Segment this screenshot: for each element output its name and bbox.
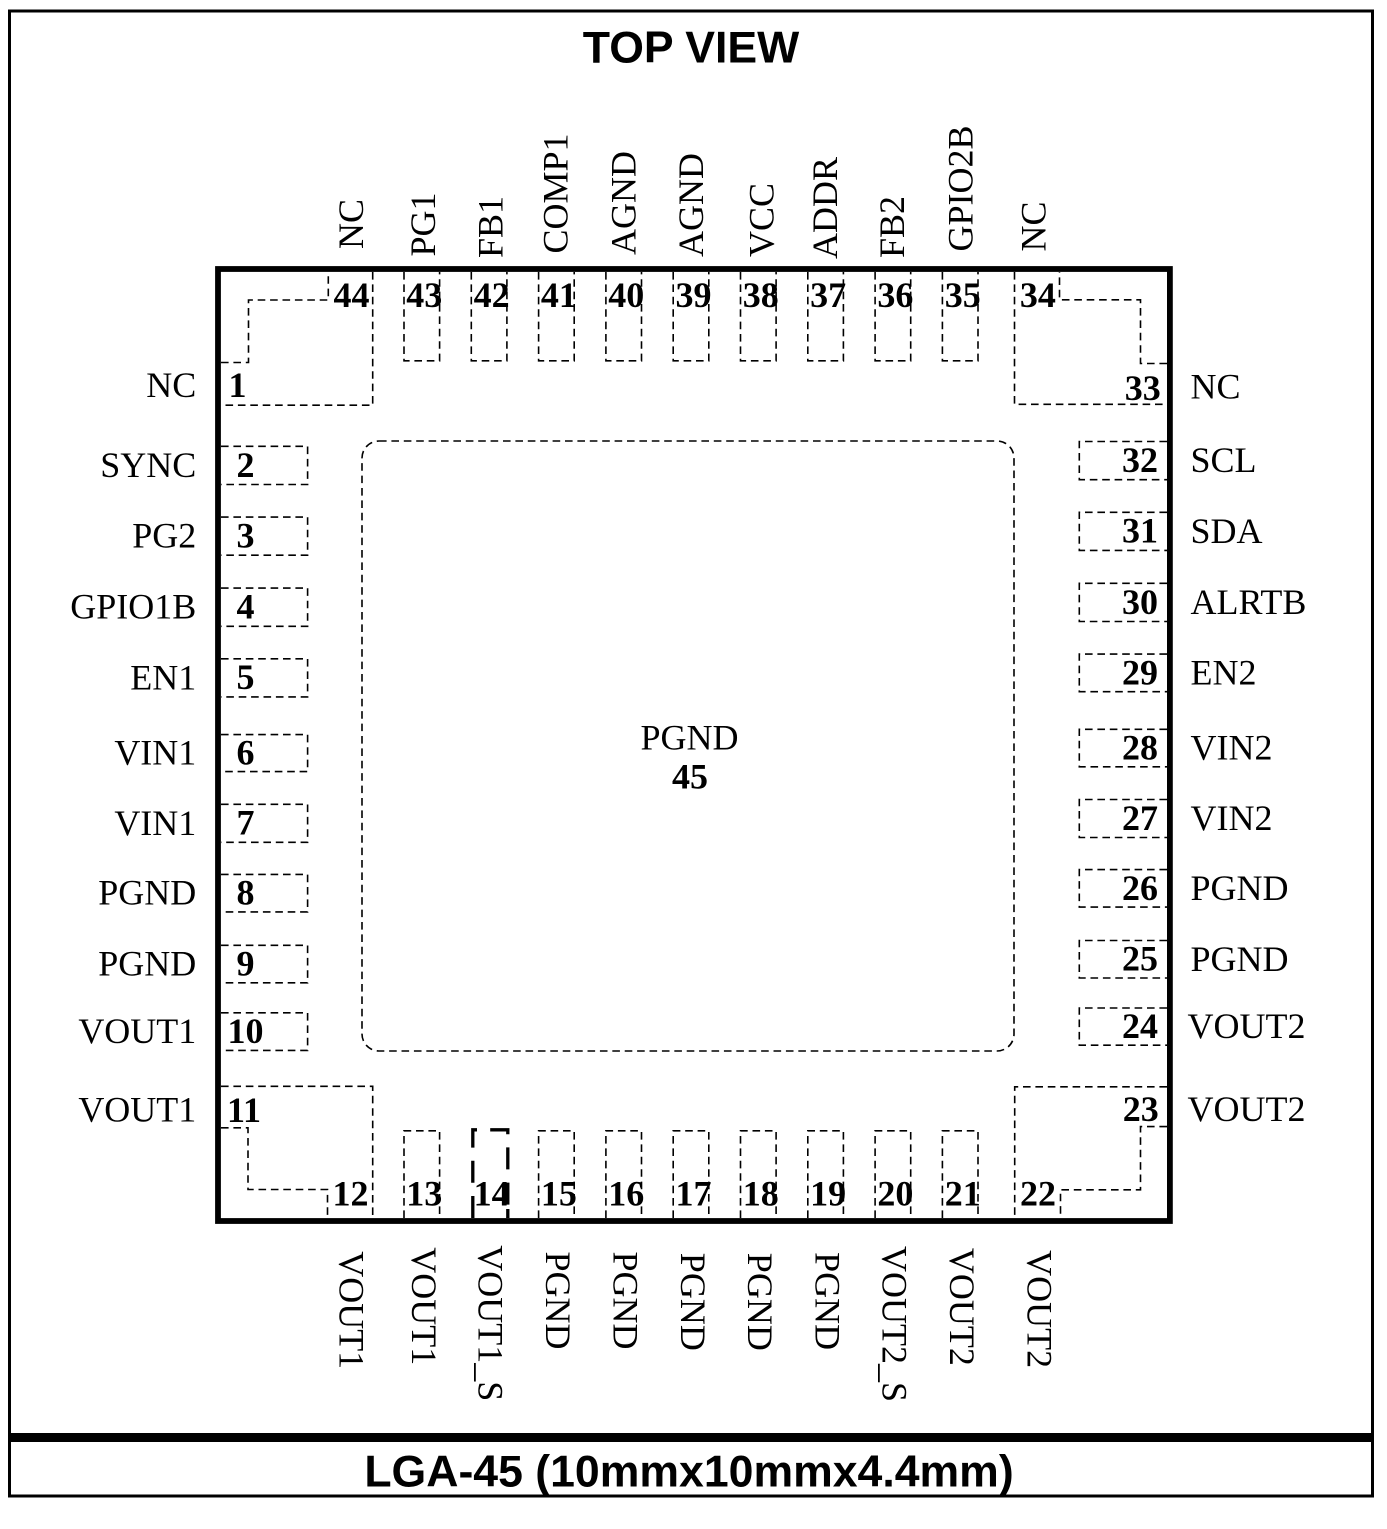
svg-text:NC: NC <box>1191 367 1241 407</box>
svg-text:PGND: PGND <box>538 1252 578 1350</box>
svg-text:11: 11 <box>227 1090 261 1130</box>
svg-text:VIN1: VIN1 <box>114 733 196 773</box>
svg-text:PGND: PGND <box>98 873 196 913</box>
svg-text:24: 24 <box>1122 1006 1158 1046</box>
svg-text:41: 41 <box>541 275 577 315</box>
svg-text:VIN1: VIN1 <box>114 803 196 843</box>
svg-text:26: 26 <box>1122 868 1158 908</box>
svg-text:36: 36 <box>877 275 913 315</box>
svg-text:22: 22 <box>1020 1174 1056 1214</box>
svg-text:GPIO2B: GPIO2B <box>941 125 981 251</box>
svg-text:29: 29 <box>1122 652 1158 692</box>
svg-text:9: 9 <box>237 943 255 983</box>
svg-text:17: 17 <box>676 1174 712 1214</box>
svg-text:21: 21 <box>945 1174 981 1214</box>
svg-text:AGND: AGND <box>603 151 643 255</box>
svg-text:27: 27 <box>1122 798 1158 838</box>
svg-text:VIN2: VIN2 <box>1191 798 1273 838</box>
svg-text:32: 32 <box>1122 440 1158 480</box>
svg-text:VOUT2: VOUT2 <box>1188 1006 1306 1046</box>
svg-text:40: 40 <box>608 275 644 315</box>
svg-text:VOUT1_S: VOUT1_S <box>471 1245 511 1401</box>
svg-text:PGND: PGND <box>640 718 738 758</box>
svg-text:LGA-45 (10mmx10mmx4.4mm): LGA-45 (10mmx10mmx4.4mm) <box>364 1448 1013 1497</box>
svg-text:6: 6 <box>237 733 255 773</box>
svg-text:19: 19 <box>810 1174 846 1214</box>
svg-text:NC: NC <box>331 199 371 249</box>
svg-text:35: 35 <box>945 275 981 315</box>
svg-text:3: 3 <box>237 516 255 556</box>
svg-text:PGND: PGND <box>807 1252 847 1350</box>
svg-text:28: 28 <box>1122 727 1158 767</box>
svg-text:30: 30 <box>1122 582 1158 622</box>
svg-text:12: 12 <box>333 1174 369 1214</box>
svg-text:VOUT2: VOUT2 <box>942 1248 982 1366</box>
svg-text:5: 5 <box>237 657 255 697</box>
svg-text:EN2: EN2 <box>1191 652 1257 692</box>
svg-text:39: 39 <box>676 275 712 315</box>
svg-text:34: 34 <box>1020 275 1056 315</box>
svg-text:20: 20 <box>877 1174 913 1214</box>
svg-text:VOUT1: VOUT1 <box>332 1251 372 1369</box>
svg-text:VOUT2_S: VOUT2_S <box>875 1246 915 1402</box>
svg-text:38: 38 <box>743 275 779 315</box>
svg-text:2: 2 <box>237 445 255 485</box>
svg-text:PG2: PG2 <box>132 516 196 556</box>
svg-text:PGND: PGND <box>98 944 196 984</box>
svg-text:23: 23 <box>1123 1089 1159 1129</box>
svg-text:GPIO1B: GPIO1B <box>70 587 196 627</box>
svg-text:PG1: PG1 <box>403 192 443 256</box>
svg-text:4: 4 <box>237 587 255 627</box>
svg-text:TOP VIEW: TOP VIEW <box>583 23 800 72</box>
svg-text:EN1: EN1 <box>130 657 196 697</box>
svg-text:25: 25 <box>1122 939 1158 979</box>
svg-text:VOUT1: VOUT1 <box>78 1011 196 1051</box>
svg-text:VIN2: VIN2 <box>1191 728 1273 768</box>
svg-text:42: 42 <box>474 275 510 315</box>
svg-text:10: 10 <box>228 1011 264 1051</box>
svg-text:PGND: PGND <box>740 1253 780 1351</box>
svg-text:ADDR: ADDR <box>805 157 845 259</box>
svg-text:31: 31 <box>1122 511 1158 551</box>
svg-text:NC: NC <box>146 365 196 405</box>
svg-text:44: 44 <box>334 275 370 315</box>
svg-text:37: 37 <box>810 275 846 315</box>
svg-text:COMP1: COMP1 <box>535 133 575 253</box>
svg-text:18: 18 <box>743 1174 779 1214</box>
svg-text:PGND: PGND <box>1191 868 1289 908</box>
svg-text:AGND: AGND <box>671 153 711 257</box>
svg-text:PGND: PGND <box>606 1252 646 1350</box>
svg-text:SYNC: SYNC <box>100 445 196 485</box>
svg-text:7: 7 <box>237 803 255 843</box>
svg-text:PGND: PGND <box>1191 939 1289 979</box>
svg-text:1: 1 <box>229 365 247 405</box>
svg-text:NC: NC <box>1014 201 1054 251</box>
svg-text:ALRTB: ALRTB <box>1191 582 1307 622</box>
svg-text:8: 8 <box>237 873 255 913</box>
svg-text:13: 13 <box>406 1174 442 1214</box>
svg-text:15: 15 <box>541 1174 577 1214</box>
svg-text:16: 16 <box>608 1174 644 1214</box>
svg-text:VOUT2: VOUT2 <box>1019 1250 1059 1368</box>
svg-text:VOUT2: VOUT2 <box>1188 1089 1306 1129</box>
svg-text:33: 33 <box>1125 368 1161 408</box>
svg-text:FB2: FB2 <box>872 196 912 258</box>
svg-text:VOUT1: VOUT1 <box>78 1089 196 1129</box>
svg-text:SCL: SCL <box>1191 440 1257 480</box>
svg-text:FB1: FB1 <box>471 196 511 258</box>
svg-text:43: 43 <box>406 275 442 315</box>
svg-text:45: 45 <box>672 757 708 797</box>
svg-text:VCC: VCC <box>742 183 782 257</box>
svg-text:VOUT1: VOUT1 <box>404 1247 444 1365</box>
svg-text:14: 14 <box>474 1174 510 1214</box>
svg-text:PGND: PGND <box>673 1253 713 1351</box>
svg-text:SDA: SDA <box>1191 511 1263 551</box>
